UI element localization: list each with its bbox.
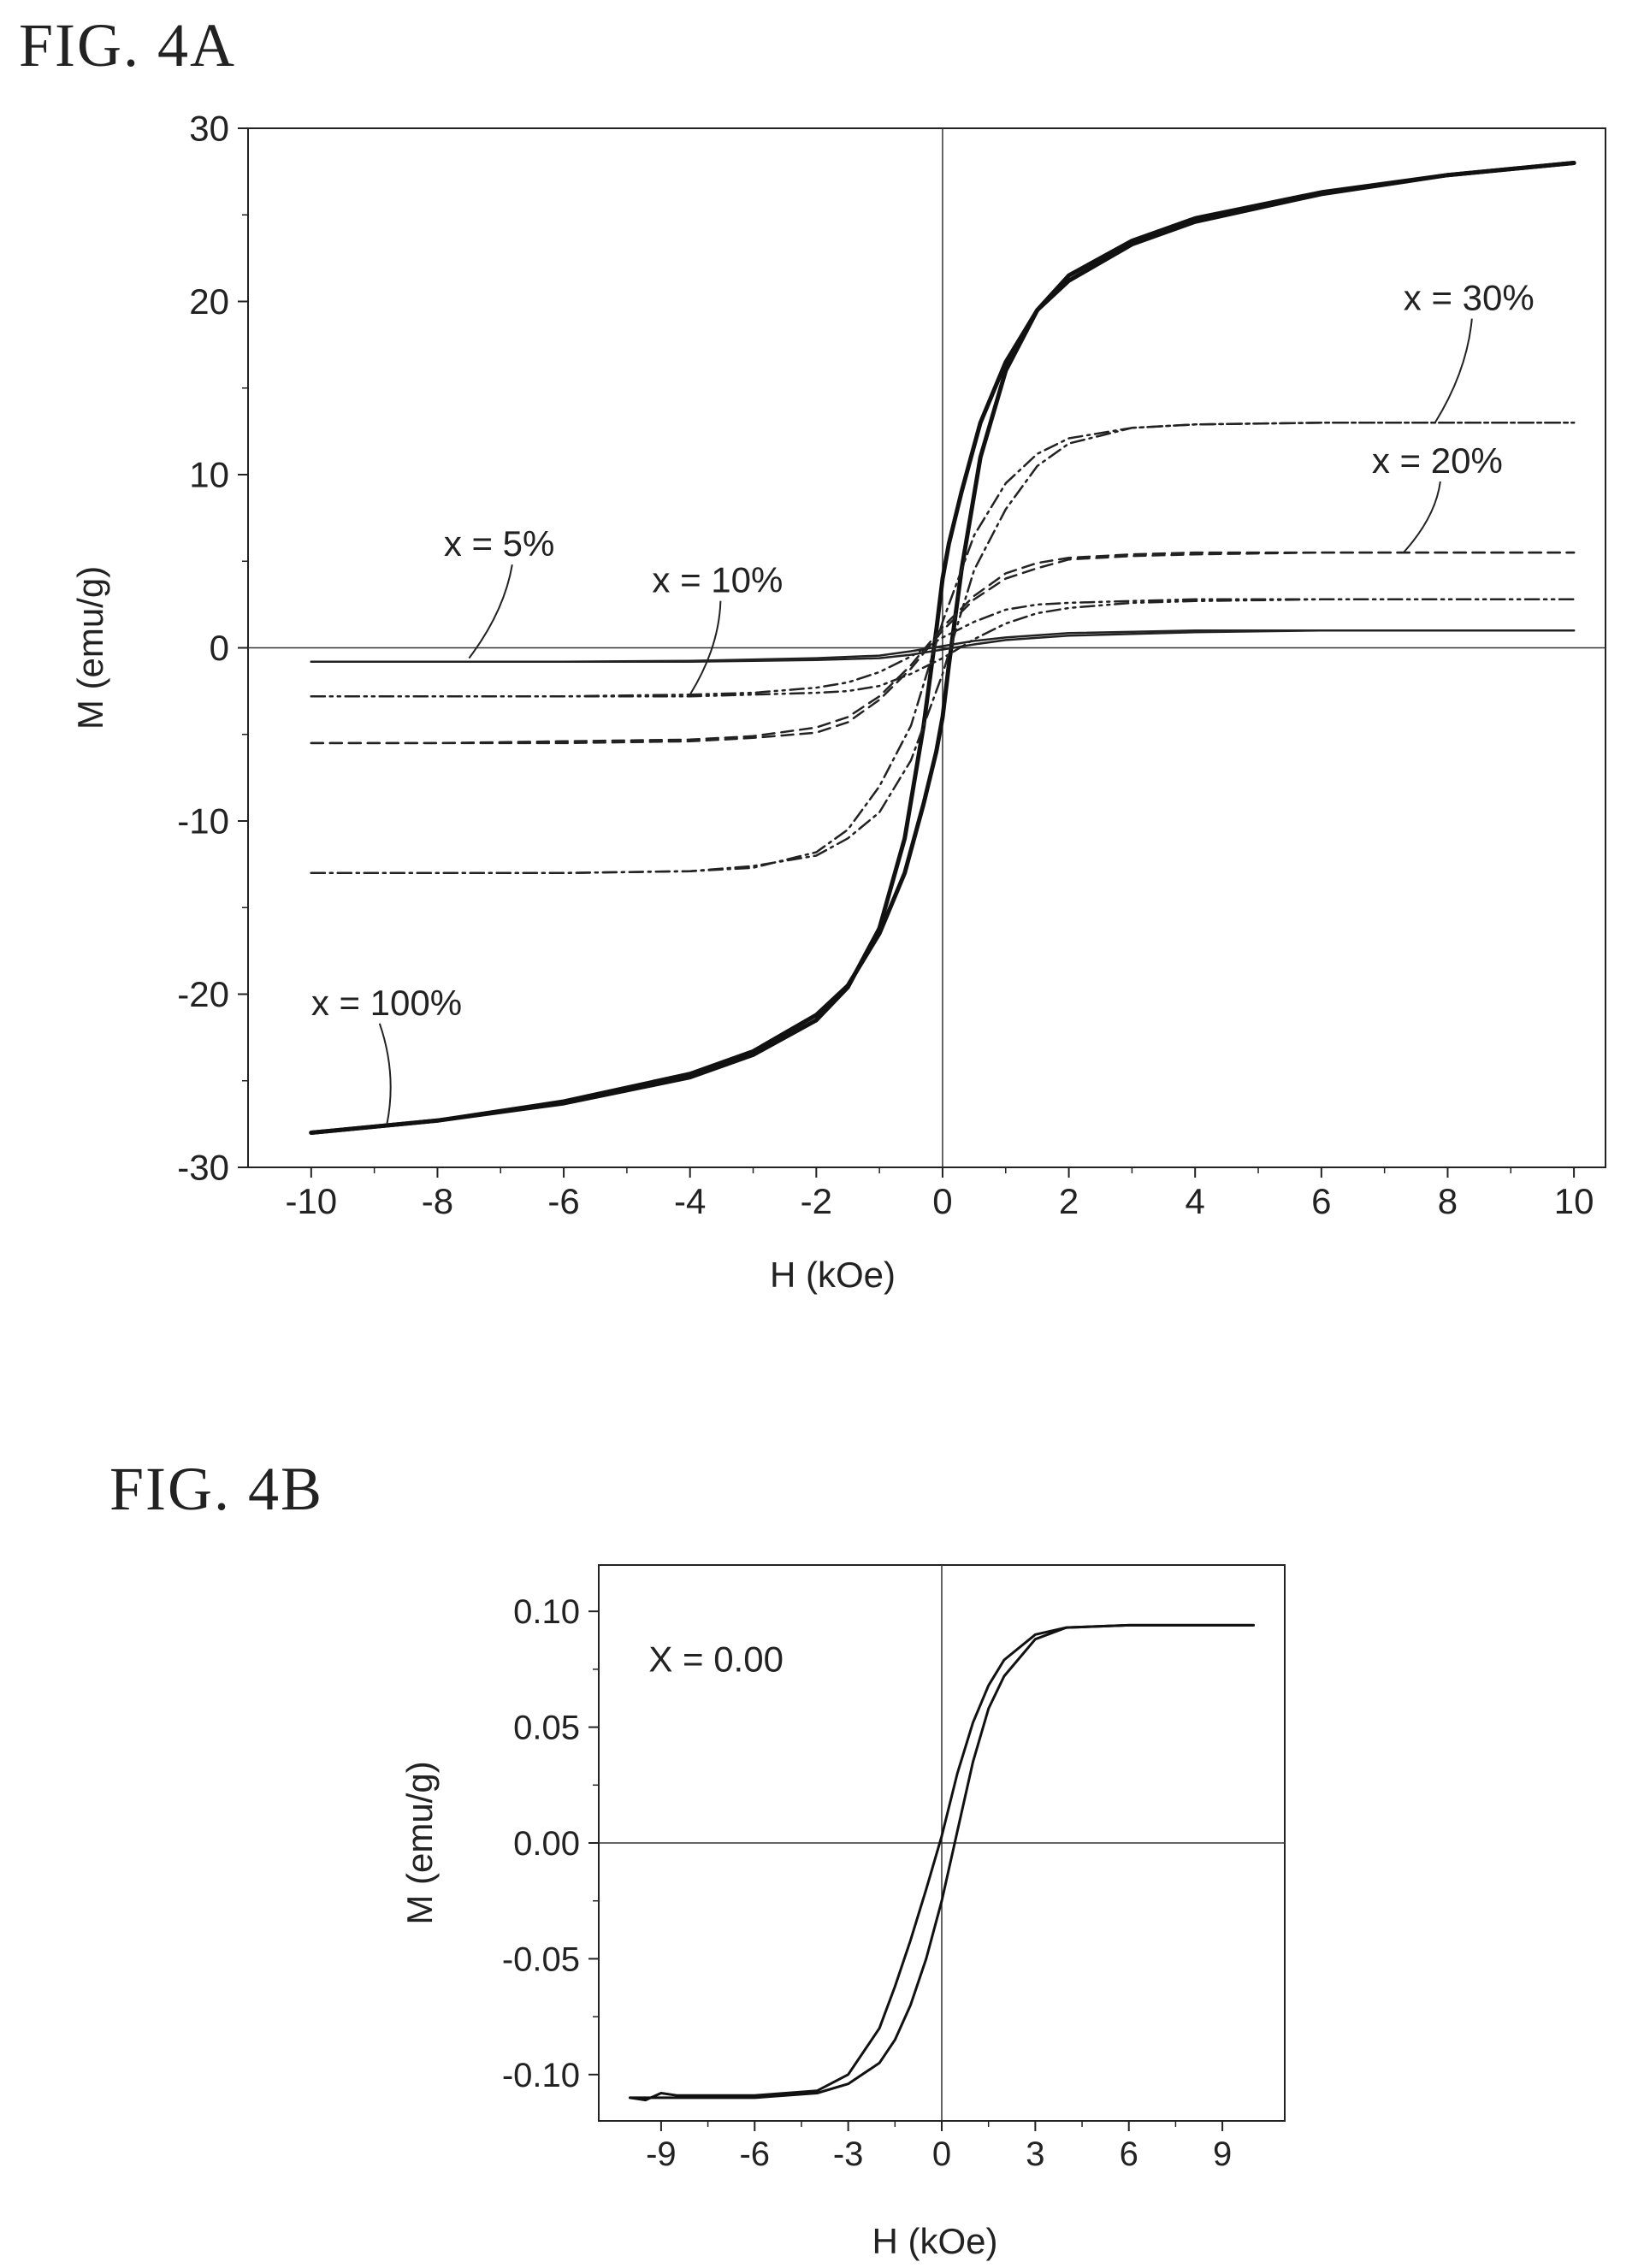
y-tick-label: 0 [210, 628, 229, 668]
series-x-10-upper-branch [310, 598, 1576, 698]
x-axis-label: H (kOe) [770, 1255, 896, 1295]
x-tick-label: 3 [1026, 2135, 1044, 2173]
x-axis-label: H (kOe) [872, 2221, 998, 2261]
annotation-leader-line [1403, 481, 1441, 553]
x-tick-label: 6 [1120, 2135, 1138, 2173]
annotation-leader-line [468, 564, 513, 659]
x-tick-label: 0 [932, 2135, 951, 2173]
y-tick-label: -30 [177, 1148, 229, 1188]
y-tick-label: 10 [189, 455, 229, 495]
x-tick-label: -10 [285, 1181, 337, 1221]
series-x-20-upper-branch [310, 551, 1576, 745]
x-tick-label: 2 [1059, 1181, 1079, 1221]
y-tick-label: -0.05 [502, 1940, 580, 1978]
series-x-100-upper-branch [309, 161, 1576, 1135]
figure-title-4a: FIG. 4A [19, 11, 237, 80]
x-tick-label: -3 [833, 2135, 864, 2173]
x-tick-label: 4 [1186, 1181, 1205, 1221]
x-tick-label: -2 [801, 1181, 832, 1221]
series-x-10-lower-branch [310, 598, 1576, 698]
annotation-label: X = 0.00 [648, 1639, 784, 1680]
annotation-leader-line [1434, 318, 1473, 423]
x-tick-label: 8 [1438, 1181, 1458, 1221]
y-tick-label: 20 [189, 281, 229, 322]
y-axis-label: M (emu/g) [399, 1761, 440, 1924]
y-tick-label: -20 [177, 974, 229, 1014]
series-x-30-lower-branch [310, 422, 1576, 875]
y-tick-label: 30 [189, 109, 229, 149]
y-tick-label: 0.00 [513, 1825, 580, 1863]
x-tick-label: 0 [932, 1181, 952, 1221]
annotation-label: x = 20% [1372, 440, 1503, 481]
x-tick-label: -9 [646, 2135, 677, 2173]
y-tick-label: 0.10 [513, 1593, 580, 1631]
x-tick-label: -6 [547, 1181, 579, 1221]
annotation-label: x = 100% [311, 983, 462, 1023]
y-tick-label: 0.05 [513, 1710, 580, 1747]
annotation-label: x = 30% [1404, 278, 1535, 318]
x-tick-label: -4 [674, 1181, 706, 1221]
series-x-5-lower-branch [310, 629, 1576, 663]
series-x-0-00-lower-branch [629, 1623, 1255, 2100]
x-tick-label: 6 [1311, 1181, 1331, 1221]
annotation-label: x = 5% [444, 523, 555, 564]
x-tick-label: -8 [422, 1181, 453, 1221]
y-tick-label: -10 [177, 801, 229, 842]
series-x-100-lower-branch [309, 161, 1576, 1135]
x-tick-label: -6 [739, 2135, 770, 2173]
y-axis-label: M (emu/g) [70, 566, 110, 729]
annotation-label: x = 10% [652, 560, 783, 600]
series-x-0-00-upper-branch [629, 1623, 1255, 2102]
x-tick-label: 10 [1554, 1181, 1594, 1221]
annotation-leader-line [689, 600, 722, 695]
series-x-20-lower-branch [310, 551, 1576, 745]
annotation-leader-line [378, 1023, 392, 1125]
figure-title-4b: FIG. 4B [109, 1455, 324, 1523]
x-tick-label: 9 [1213, 2135, 1232, 2173]
y-tick-label: -0.10 [502, 2057, 580, 2094]
